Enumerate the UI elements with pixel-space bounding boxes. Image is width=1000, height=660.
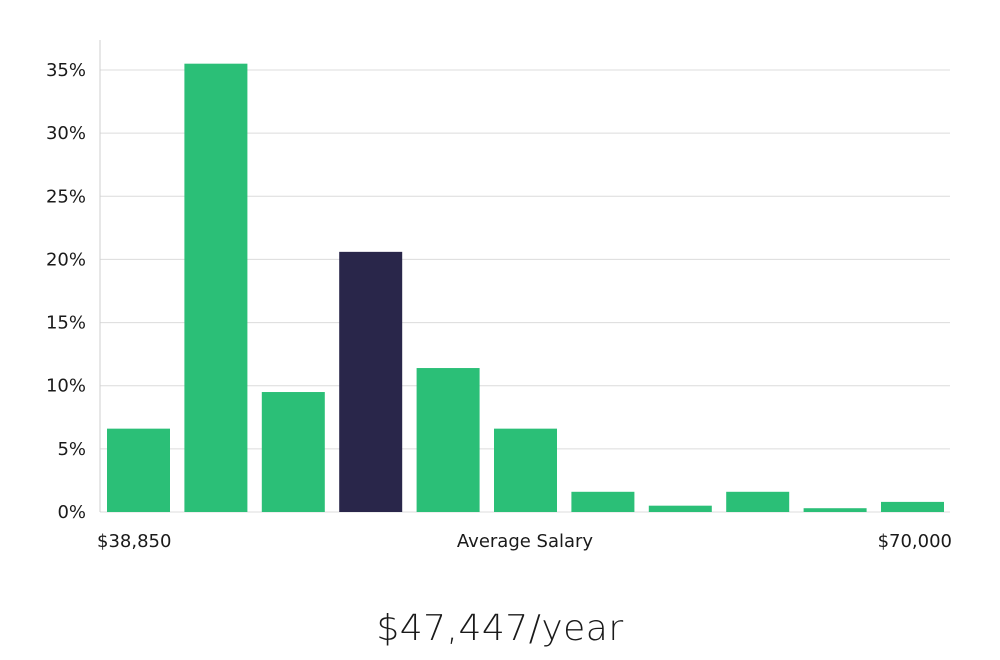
bar-1 bbox=[184, 63, 248, 512]
bar-2 bbox=[261, 392, 325, 512]
y-tick-label-4: 20% bbox=[46, 249, 86, 270]
bar-7 bbox=[648, 505, 712, 512]
bar-9 bbox=[803, 508, 867, 512]
average-salary-value: $47,447/year bbox=[376, 608, 624, 649]
y-tick-label-2: 10% bbox=[46, 376, 86, 397]
x-min-label: $38,850 bbox=[97, 531, 171, 552]
salary-histogram: 0% 5% 10% 15% 20% 25% 30% 35% $38,850 Average S… bbox=[46, 40, 952, 552]
y-tick-label-6: 30% bbox=[46, 123, 86, 144]
bar-0 bbox=[107, 428, 170, 512]
y-tick-label-0: 0% bbox=[57, 502, 86, 523]
y-tick-label-7: 35% bbox=[46, 60, 86, 81]
y-tick-label-3: 15% bbox=[46, 313, 86, 334]
bar-8 bbox=[726, 491, 790, 512]
y-tick-label-5: 25% bbox=[46, 186, 86, 207]
x-axis-title: Average Salary bbox=[457, 531, 594, 552]
bar-highlighted bbox=[339, 251, 403, 512]
bar-5 bbox=[494, 428, 557, 512]
y-axis-tick-labels: 0% 5% 10% 15% 20% 25% 30% 35% bbox=[46, 60, 86, 523]
bar-4 bbox=[416, 368, 480, 512]
x-max-label: $70,000 bbox=[878, 531, 952, 552]
bar-10 bbox=[881, 501, 944, 512]
bar-6 bbox=[571, 491, 635, 512]
bars bbox=[107, 63, 944, 512]
y-tick-label-1: 5% bbox=[57, 439, 86, 460]
